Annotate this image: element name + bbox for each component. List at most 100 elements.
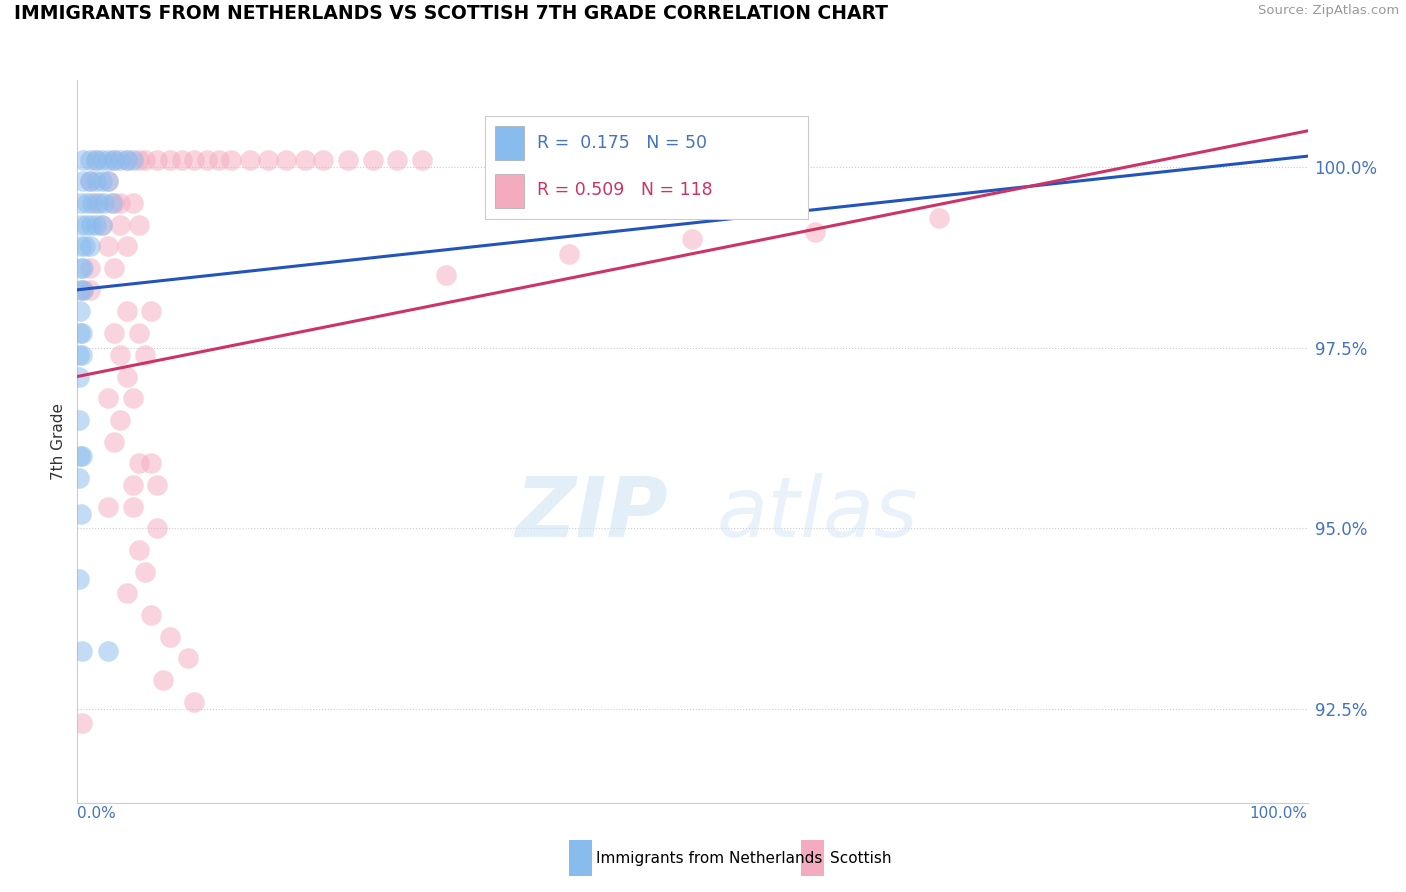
Point	[115, 369, 138, 384]
Point	[97, 153, 120, 167]
Point	[804, 225, 827, 239]
Point	[90, 218, 114, 232]
Text: Immigrants from Netherlands: Immigrants from Netherlands	[596, 852, 823, 866]
Point	[97, 174, 120, 188]
Point	[79, 261, 101, 276]
Point	[115, 239, 138, 253]
Point	[121, 196, 143, 211]
Point	[82, 196, 104, 211]
Point	[79, 283, 101, 297]
Point	[72, 174, 94, 188]
Point	[257, 153, 280, 167]
Point	[128, 456, 150, 470]
Point	[110, 413, 132, 427]
Point	[103, 434, 125, 449]
Point	[103, 153, 125, 167]
Point	[70, 348, 93, 362]
Point	[385, 153, 409, 167]
Point	[110, 218, 132, 232]
Point	[103, 326, 125, 341]
Point	[141, 304, 163, 318]
Point	[141, 456, 163, 470]
Point	[90, 174, 114, 188]
Point	[69, 304, 91, 318]
Text: Source: ZipAtlas.com: Source: ZipAtlas.com	[1258, 4, 1399, 18]
Text: 100.0%: 100.0%	[1250, 806, 1308, 822]
Text: R =  0.175   N = 50: R = 0.175 N = 50	[537, 134, 707, 153]
Point	[84, 153, 107, 167]
Point	[70, 218, 93, 232]
Point	[128, 543, 150, 558]
Point	[97, 174, 120, 188]
Point	[170, 153, 193, 167]
Point	[79, 174, 101, 188]
Point	[146, 153, 169, 167]
Point	[928, 211, 950, 225]
Point	[121, 391, 143, 405]
Point	[121, 478, 143, 492]
Point	[115, 304, 138, 318]
Point	[72, 153, 94, 167]
Point	[276, 153, 298, 167]
Point	[69, 449, 91, 463]
Point	[75, 218, 97, 232]
Point	[70, 326, 93, 341]
Point	[152, 673, 174, 687]
Point	[177, 651, 200, 665]
Point	[70, 261, 93, 276]
Point	[103, 261, 125, 276]
Point	[128, 153, 150, 167]
Point	[411, 153, 433, 167]
Point	[70, 644, 93, 658]
Point	[97, 239, 120, 253]
Point	[84, 174, 107, 188]
Point	[159, 153, 181, 167]
Point	[239, 153, 262, 167]
Point	[141, 607, 163, 622]
Bar	[495, 126, 524, 160]
Point	[146, 478, 169, 492]
Point	[134, 348, 156, 362]
Point	[337, 153, 360, 167]
Point	[79, 239, 101, 253]
Point	[110, 153, 132, 167]
Point	[195, 153, 218, 167]
Point	[70, 196, 93, 211]
Point	[72, 283, 94, 297]
Point	[101, 196, 124, 211]
Point	[134, 153, 156, 167]
Point	[73, 239, 96, 253]
Point	[72, 283, 94, 297]
Point	[146, 521, 169, 535]
Point	[682, 232, 704, 246]
Point	[103, 196, 125, 211]
Point	[103, 153, 125, 167]
Point	[69, 326, 91, 341]
Point	[67, 471, 90, 485]
Point	[97, 500, 120, 514]
Point	[312, 153, 335, 167]
Text: Scottish: Scottish	[830, 852, 891, 866]
Point	[67, 369, 90, 384]
Point	[115, 586, 138, 600]
Point	[121, 500, 143, 514]
Point	[436, 268, 458, 283]
Text: ZIP: ZIP	[515, 474, 668, 554]
Point	[70, 239, 93, 253]
Point	[110, 196, 132, 211]
Point	[115, 153, 138, 167]
Text: R = 0.509   N = 118: R = 0.509 N = 118	[537, 181, 713, 199]
Point	[115, 153, 138, 167]
Point	[294, 153, 316, 167]
Point	[79, 153, 101, 167]
Point	[76, 196, 98, 211]
Point	[84, 153, 107, 167]
Point	[69, 283, 91, 297]
Point	[72, 261, 94, 276]
Text: 0.0%: 0.0%	[77, 806, 117, 822]
Bar	[495, 175, 524, 208]
Point	[84, 196, 107, 211]
Point	[110, 348, 132, 362]
Point	[93, 196, 115, 211]
Point	[80, 218, 103, 232]
